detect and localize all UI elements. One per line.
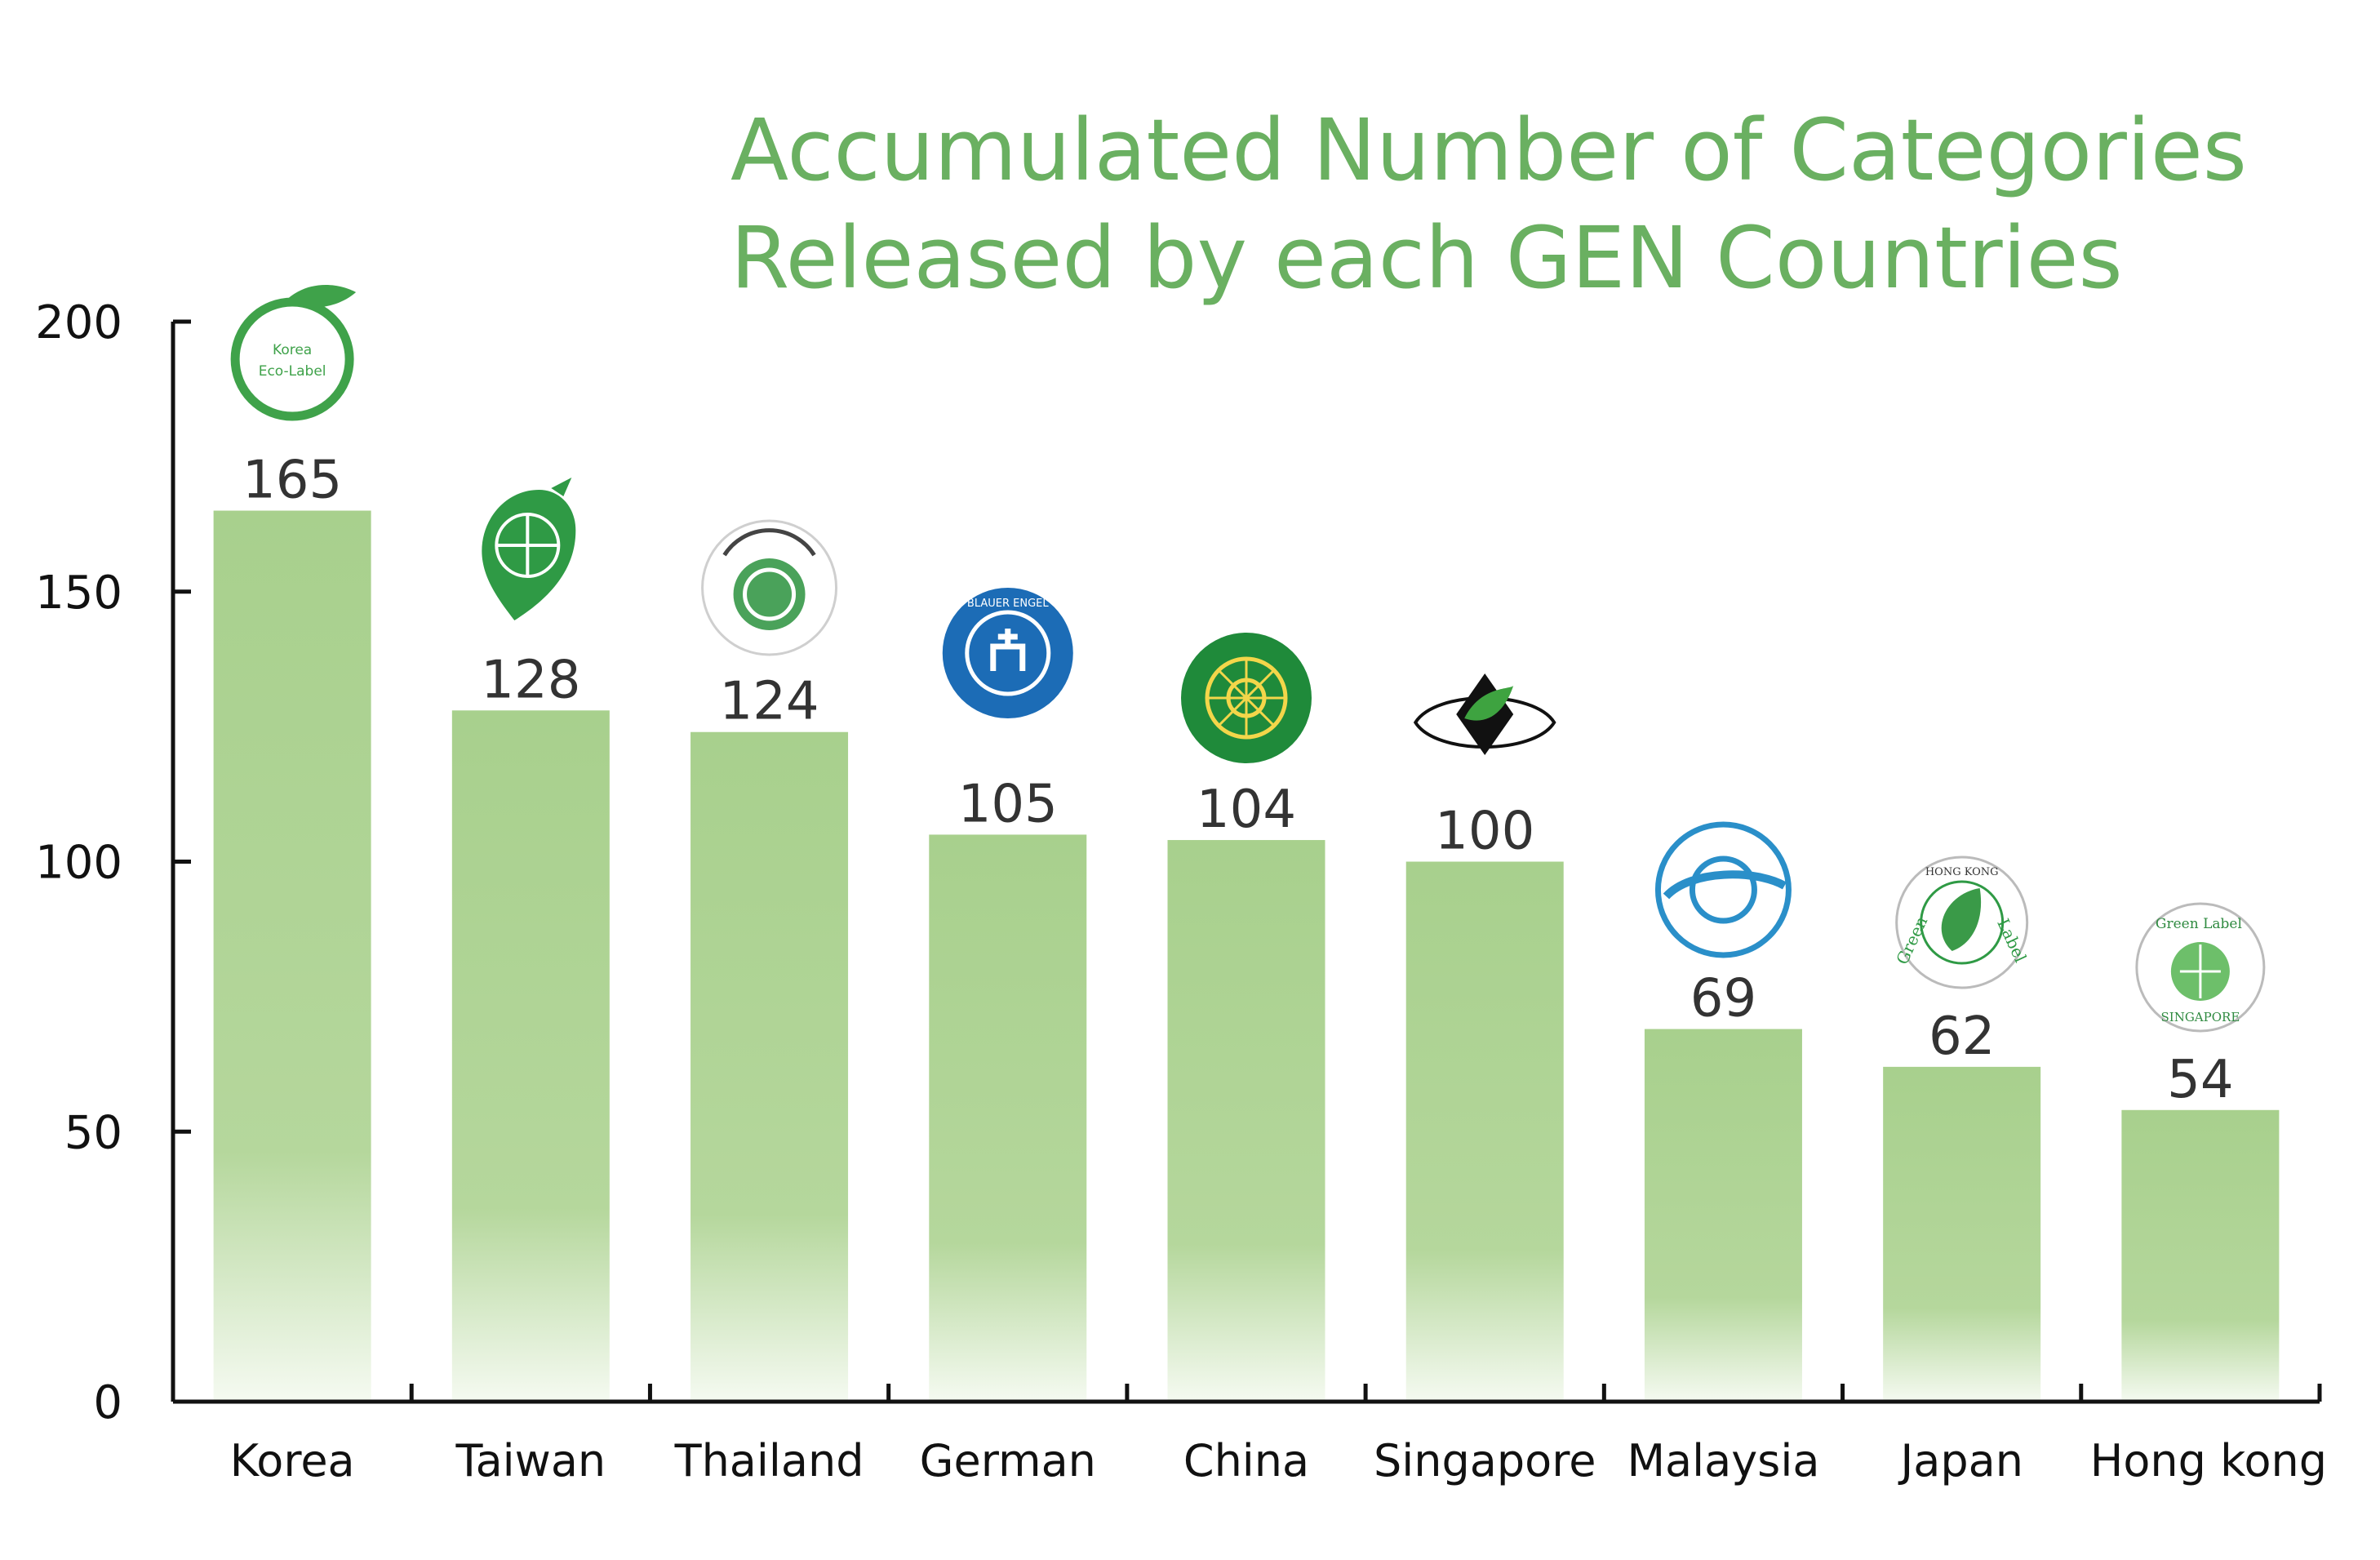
bar-korea xyxy=(213,510,371,1402)
svg-text:Korea: Korea xyxy=(273,342,312,358)
chart-title-line-2: Released by each GEN Countries xyxy=(730,208,2123,308)
svg-text:SINGAPORE: SINGAPORE xyxy=(2160,1010,2240,1024)
bar-value-label: 104 xyxy=(1197,780,1296,840)
singapore-green-label-icon xyxy=(1413,673,1556,755)
thailand-green-label-icon xyxy=(701,519,838,656)
y-tick-label: 0 xyxy=(93,1376,122,1429)
x-category-label: Malaysia xyxy=(1627,1435,1819,1487)
singapore-green-label-leaf-icon: Green Label SINGAPORE xyxy=(2135,902,2266,1033)
x-category-label: Taiwan xyxy=(455,1435,606,1487)
svg-text:HONG KONG: HONG KONG xyxy=(1925,866,1999,878)
taiwan-green-mark-icon xyxy=(482,478,576,620)
bar-japan xyxy=(1883,1066,2041,1402)
x-category-label: China xyxy=(1183,1435,1309,1487)
bar-value-label: 62 xyxy=(1929,1007,1995,1067)
svg-text:BLAUER ENGEL: BLAUER ENGEL xyxy=(967,598,1049,610)
bar-value-label: 100 xyxy=(1435,802,1534,862)
y-tick-label: 200 xyxy=(35,296,122,349)
china-environmental-label-icon xyxy=(1181,633,1312,763)
bar-malaysia xyxy=(1644,1029,1802,1402)
blue-angel-icon: BLAUER ENGEL xyxy=(942,588,1073,718)
bar-thailand xyxy=(690,731,849,1402)
bar-value-label: 128 xyxy=(481,650,580,710)
bar-value-label: 124 xyxy=(719,672,819,732)
x-category-label: Hong kong xyxy=(2090,1435,2327,1487)
bar-german xyxy=(929,834,1087,1402)
svg-text:Green Label: Green Label xyxy=(2156,916,2242,932)
x-category-label: German xyxy=(920,1435,1096,1487)
x-category-label: Singapore xyxy=(1374,1435,1596,1487)
bar-value-label: 165 xyxy=(242,451,342,511)
y-tick-label: 150 xyxy=(35,567,122,620)
svg-text:Eco-Label: Eco-Label xyxy=(259,363,326,380)
chart-title-line-1: Accumulated Number of Categories xyxy=(730,100,2247,200)
bar-taiwan xyxy=(451,710,610,1402)
bar-value-label: 105 xyxy=(958,774,1058,834)
y-tick-label: 50 xyxy=(64,1106,122,1159)
chart-title: Accumulated Number of Categories Release… xyxy=(730,96,2355,312)
bar-singapore xyxy=(1405,861,1564,1402)
x-category-label: Korea xyxy=(230,1435,355,1487)
bar-hong-kong xyxy=(2121,1109,2280,1402)
bar-value-label: 69 xyxy=(1690,969,1756,1029)
y-tick-label: 100 xyxy=(35,837,122,890)
bar-value-label: 54 xyxy=(2167,1050,2233,1110)
bar-china xyxy=(1167,840,1325,1402)
korea-eco-label-icon: Korea Eco-Label xyxy=(230,284,357,421)
x-category-label: Thailand xyxy=(674,1435,864,1487)
x-category-label: Japan xyxy=(1898,1435,2023,1487)
malaysia-eco-label-icon xyxy=(1654,821,1792,958)
